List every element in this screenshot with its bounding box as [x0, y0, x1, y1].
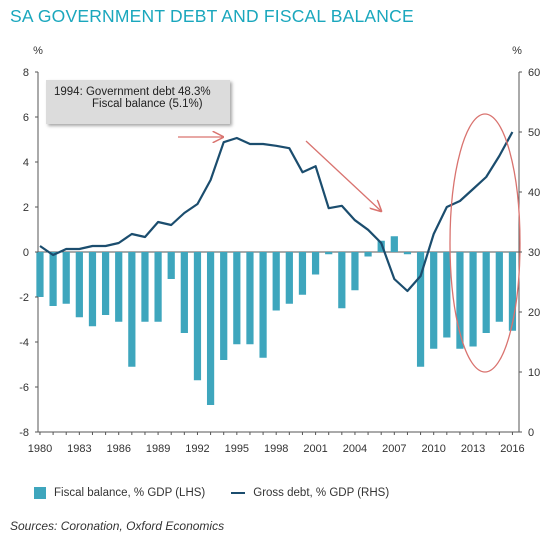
fiscal-balance-bar: [377, 240, 385, 252]
right-tick-label: 40: [528, 187, 540, 199]
fiscal-balance-bar: [443, 252, 451, 338]
source-note: Sources: Coronation, Oxford Economics: [10, 519, 225, 533]
left-axis-unit: %: [33, 45, 43, 57]
annotation-layer: [178, 113, 521, 373]
fiscal-balance-bar: [167, 252, 175, 279]
fiscal-balance-bar: [469, 252, 477, 347]
left-tick-label: 6: [23, 112, 29, 124]
annotation-arrow-down: [305, 140, 381, 211]
bars-layer: [36, 236, 517, 405]
fiscal-balance-bar: [416, 252, 425, 367]
x-tick-label: 2004: [343, 443, 367, 455]
right-tick-label: 30: [528, 247, 540, 259]
fiscal-balance-bar: [403, 252, 412, 255]
x-tick-label: 1983: [67, 443, 91, 455]
gross-debt-line: [39, 131, 514, 293]
fiscal-balance-bar: [364, 252, 372, 257]
fiscal-balance-bar: [88, 252, 97, 327]
annotation-box: 1994: Government debt 48.3% Fiscal balan…: [46, 80, 230, 124]
legend-line-label: Gross debt, % GDP (RHS): [253, 487, 390, 499]
fiscal-balance-bar: [285, 252, 293, 304]
left-tick-label: 0: [23, 247, 29, 259]
x-tick-label: 2013: [461, 443, 485, 455]
left-tick-label: 2: [23, 202, 29, 214]
fiscal-balance-bar: [193, 252, 202, 381]
fiscal-balance-bar: [495, 252, 503, 322]
fiscal-balance-bar: [298, 252, 307, 295]
x-tick-label: 2001: [303, 443, 327, 455]
fiscal-balance-bar: [233, 252, 241, 345]
right-tick-label: 50: [528, 127, 540, 139]
x-tick-label: 1989: [146, 443, 170, 455]
fiscal-balance-bar: [206, 252, 215, 405]
fiscal-balance-bar: [36, 252, 44, 297]
fiscal-balance-bar: [128, 252, 136, 367]
right-axis-unit: %: [512, 45, 522, 57]
fiscal-balance-bar: [220, 252, 228, 360]
annotation-line-1: 1994: Government debt 48.3%: [54, 86, 211, 98]
left-tick-label: -4: [19, 337, 29, 349]
right-tick-label: 60: [528, 67, 540, 79]
x-tick-label: 2007: [382, 443, 406, 455]
fiscal-balance-bar: [338, 252, 346, 309]
legend-bar-label: Fiscal balance, % GDP (LHS): [54, 487, 206, 499]
x-tick-label: 1980: [28, 443, 52, 455]
x-tick-label: 1998: [264, 443, 288, 455]
annotation-line-2: Fiscal balance (5.1%): [92, 98, 203, 110]
line-layer: [39, 131, 514, 293]
left-tick-label: -2: [19, 292, 29, 304]
fiscal-balance-bar: [259, 252, 267, 358]
fiscal-balance-bar: [456, 252, 464, 349]
fiscal-balance-bar: [75, 252, 83, 318]
fiscal-balance-bar: [272, 252, 280, 311]
chart-title: SA GOVERNMENT DEBT AND FISCAL BALANCE: [10, 6, 414, 26]
fiscal-balance-bar: [154, 252, 162, 322]
x-tick-label: 1986: [106, 443, 130, 455]
legend-bar-swatch: [34, 487, 46, 499]
right-tick-label: 20: [528, 307, 540, 319]
chart-area: -8 -6 -4 -2 0 2 4 6 8% 0 10 20 30 40 50 60% 1980 1983 1986…: [19, 45, 540, 455]
right-tick-label: 0: [528, 427, 534, 439]
x-tick-label: 1995: [225, 443, 249, 455]
fiscal-balance-bar: [62, 252, 70, 304]
fiscal-balance-bar: [508, 252, 517, 331]
fiscal-balance-bar: [482, 252, 490, 333]
annotation-ellipse: [449, 113, 521, 373]
fiscal-balance-bar: [115, 252, 123, 322]
left-tick-label: -6: [19, 382, 29, 394]
fiscal-balance-bar: [49, 252, 57, 306]
fiscal-balance-bar: [325, 252, 333, 255]
fiscal-balance-bar: [141, 252, 149, 322]
left-tick-label: -8: [19, 427, 29, 439]
fiscal-balance-bar: [390, 236, 398, 252]
fiscal-balance-bar: [180, 252, 188, 333]
fiscal-balance-bar: [430, 252, 438, 349]
fiscal-balance-bar: [246, 252, 254, 345]
x-tick-label: 2010: [421, 443, 445, 455]
x-tick-label: 2016: [500, 443, 524, 455]
legend: Fiscal balance, % GDP (LHS) Gross debt, …: [34, 487, 389, 499]
fiscal-balance-bar: [311, 252, 320, 275]
fiscal-balance-bar: [351, 252, 359, 291]
ticks-layer: -8 -6 -4 -2 0 2 4 6 8% 0 10 20 30 40 50 60% 1980 1983 1986…: [19, 45, 540, 455]
left-tick-label: 4: [23, 157, 29, 169]
left-tick-label: 8: [23, 67, 29, 79]
legend-line-swatch: [231, 492, 246, 494]
x-tick-label: 1992: [185, 443, 209, 455]
right-tick-label: 10: [528, 367, 540, 379]
fiscal-balance-bar: [101, 252, 110, 315]
